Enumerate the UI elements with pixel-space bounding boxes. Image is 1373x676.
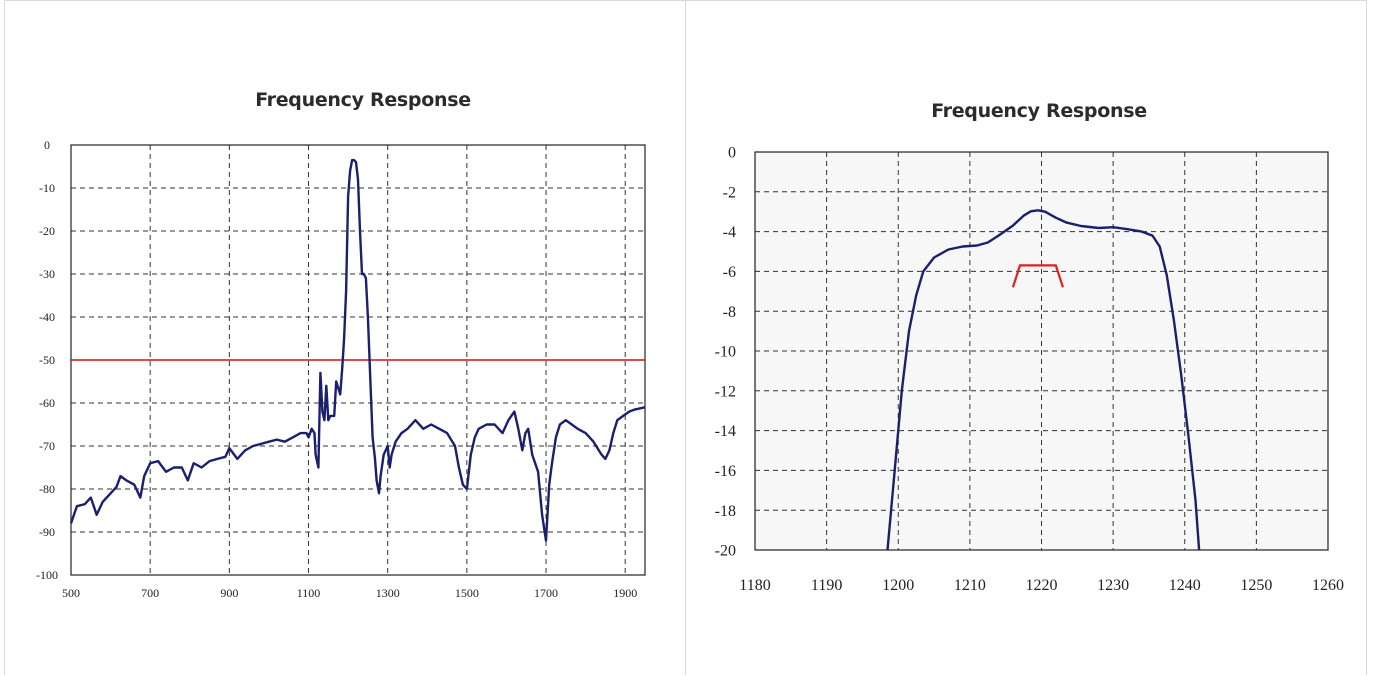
y-tick-label: -90 xyxy=(39,525,55,539)
x-tick-label: 500 xyxy=(62,586,80,600)
x-tick-label: 1100 xyxy=(297,586,321,600)
y-tick-label: -18 xyxy=(715,503,736,520)
y-tick-label: -16 xyxy=(715,463,736,480)
x-tick-label: 1300 xyxy=(376,586,400,600)
y-tick-label: -12 xyxy=(715,383,736,400)
y-tick-label: -30 xyxy=(39,267,55,281)
y-tick-label: -10 xyxy=(39,181,55,195)
x-tick-label: 1240 xyxy=(1169,577,1201,594)
y-tick-label: -2 xyxy=(723,184,736,201)
chart-panel-left: Frequency Response 0 -10 -20 -30 -40 -50 -60 -7… xyxy=(4,0,686,675)
y-tick-label: -10 xyxy=(715,344,736,361)
x-tick-label: 1180 xyxy=(739,577,770,594)
x-tick-label: 1190 xyxy=(811,577,842,594)
x-tick-label: 900 xyxy=(220,586,238,600)
y-tick-label: 0 xyxy=(728,145,736,162)
x-tick-label: 1200 xyxy=(882,577,914,594)
x-tick-label: 1230 xyxy=(1097,577,1129,594)
y-tick-label: -4 xyxy=(723,224,736,241)
y-tick-label: -20 xyxy=(39,224,55,238)
y-tick-label: -8 xyxy=(723,304,736,321)
x-tick-label: 1220 xyxy=(1026,577,1058,594)
y-tick-label: -6 xyxy=(723,264,736,281)
chart-panel-right: Frequency Response 0 -2 -4 -6 -8 -10 -12 -14 -16… xyxy=(685,0,1367,675)
y-tick-label: -70 xyxy=(39,439,55,453)
x-tick-label: 1700 xyxy=(534,586,558,600)
y-tick-label: -20 xyxy=(715,543,736,560)
x-tick-label: 1260 xyxy=(1312,577,1344,594)
y-tick-label: -14 xyxy=(715,423,736,440)
y-tick-label: -40 xyxy=(39,310,55,324)
x-tick-label: 1250 xyxy=(1240,577,1272,594)
y-tick-label: -60 xyxy=(39,396,55,410)
y-tick-label: -80 xyxy=(39,482,55,496)
x-tick-label: 700 xyxy=(141,586,159,600)
chart-left-svg: 0 -10 -20 -30 -40 -50 -60 -70 -80 -90 -100 500 700 90… xyxy=(5,1,687,676)
x-tick-label: 1900 xyxy=(613,586,637,600)
x-tick-label: 1500 xyxy=(455,586,479,600)
y-tick-label: -50 xyxy=(39,353,55,367)
x-tick-label: 1210 xyxy=(954,577,986,594)
y-tick-label: 0 xyxy=(44,138,50,152)
y-tick-label: -100 xyxy=(36,568,58,582)
